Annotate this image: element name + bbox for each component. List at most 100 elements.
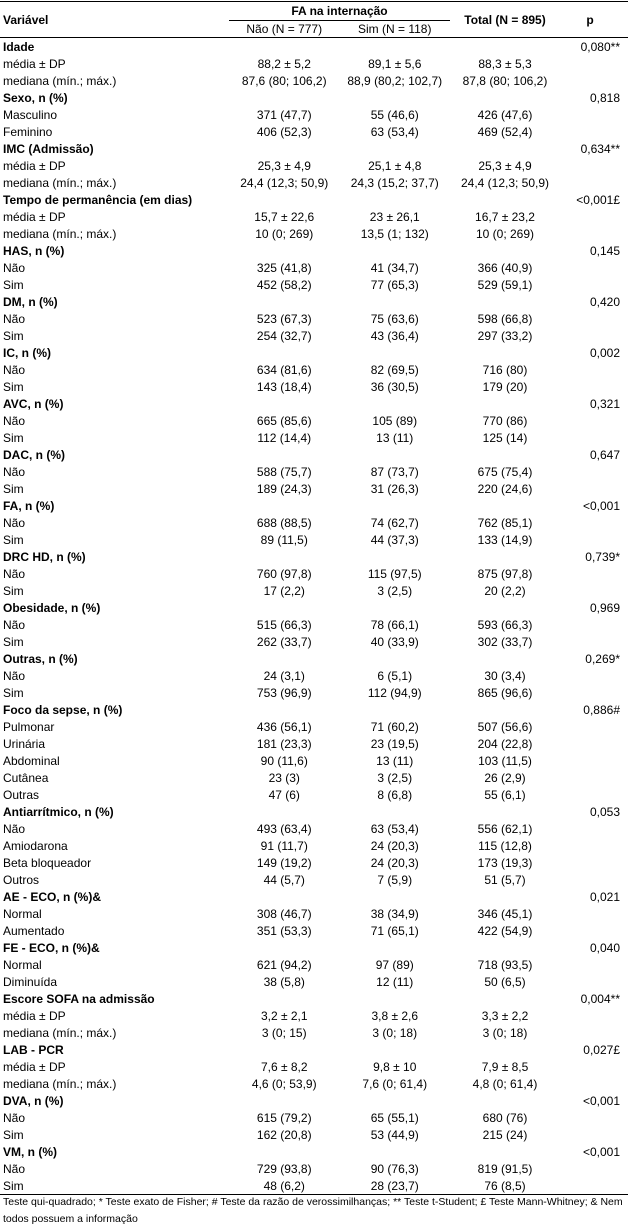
- empty-cell: [340, 446, 451, 463]
- value-total: 24,4 (12,3; 50,9): [460, 175, 550, 190]
- table-row: Feminino 406 (52,3) 63 (53,4) 469 (52,4): [0, 123, 628, 140]
- value-nao: 17 (2,2): [263, 583, 305, 598]
- value-sim: 75 (63,6): [370, 311, 419, 326]
- value-nao: 7,6 ± 8,2: [260, 1059, 308, 1074]
- table-row: Beta bloqueador 149 (19,2) 24 (20,3) 173 (1…: [0, 854, 628, 871]
- row-label: Sim: [3, 481, 24, 496]
- section-row: FA, n (%) <0,001: [0, 497, 628, 514]
- row-label: Sim: [3, 634, 24, 649]
- empty-cell: [450, 38, 560, 56]
- empty-cell: [229, 344, 340, 361]
- empty-cell: [229, 38, 340, 56]
- section-row: HAS, n (%) 0,145: [0, 242, 628, 259]
- section-title: AE - ECO, n (%)&: [3, 889, 101, 904]
- value-sim: 13,5 (1; 132): [360, 226, 429, 241]
- value-nao: 90 (11,6): [260, 753, 308, 768]
- table-row: mediana (mín.; máx.) 4,6 (0; 53,9) 7,6 (0;…: [0, 1075, 628, 1092]
- row-label: Sim: [3, 379, 24, 394]
- empty-cell: [560, 1024, 628, 1041]
- empty-cell: [450, 1041, 560, 1058]
- value-sim: 87 (73,7): [370, 464, 419, 479]
- value-nao: 89 (11,5): [260, 532, 308, 547]
- empty-cell: [560, 1160, 628, 1177]
- empty-cell: [560, 769, 628, 786]
- empty-cell: [560, 327, 628, 344]
- table-row: Sim 89 (11,5) 44 (37,3) 133 (14,9): [0, 531, 628, 548]
- p-value: 0,053: [589, 804, 620, 819]
- value-total: 16,7 ± 23,2: [475, 209, 535, 224]
- value-nao: 688 (88,5): [256, 515, 312, 530]
- value-total: 302 (33,7): [477, 634, 533, 649]
- table-row: Não 325 (41,8) 41 (34,7) 366 (40,9): [0, 259, 628, 276]
- value-sim: 23 (19,5): [370, 736, 419, 751]
- section-row: DAC, n (%) 0,647: [0, 446, 628, 463]
- empty-cell: [450, 990, 560, 1007]
- empty-cell: [340, 1143, 451, 1160]
- value-nao: 588 (75,7): [256, 464, 312, 479]
- empty-cell: [229, 701, 340, 718]
- table-body: Idade 0,080** média ± DP 88,2 ± 5,2 89,1 ± 5…: [0, 38, 628, 1195]
- table-row: média ± DP 88,2 ± 5,2 89,1 ± 5,6 88,3 ± 5,3: [0, 55, 628, 72]
- empty-cell: [229, 242, 340, 259]
- value-sim: 90 (76,3): [370, 1161, 419, 1176]
- value-nao: 371 (47,7): [256, 107, 312, 122]
- empty-cell: [340, 191, 451, 208]
- empty-cell: [560, 531, 628, 548]
- header-p: p: [560, 1, 628, 38]
- value-nao: 38 (5,8): [263, 974, 305, 989]
- empty-cell: [560, 310, 628, 327]
- empty-cell: [229, 939, 340, 956]
- value-sim: 25,1 ± 4,8: [368, 158, 422, 173]
- section-row: IC, n (%) 0,002: [0, 344, 628, 361]
- value-sim: 41 (34,7): [370, 260, 419, 275]
- p-value: <0,001£: [576, 192, 620, 207]
- row-label: Sim: [3, 1127, 24, 1142]
- empty-cell: [450, 939, 560, 956]
- value-sim: 44 (37,3): [370, 532, 419, 547]
- value-total: 26 (2,9): [484, 770, 526, 785]
- p-value: <0,001: [582, 1093, 620, 1108]
- empty-cell: [340, 1041, 451, 1058]
- value-total: 4,8 (0; 61,4): [472, 1076, 538, 1091]
- empty-cell: [340, 89, 451, 106]
- section-row: DRC HD, n (%) 0,739*: [0, 548, 628, 565]
- section-title: VM, n (%): [3, 1144, 57, 1159]
- table-row: Normal 308 (46,7) 38 (34,9) 346 (45,1): [0, 905, 628, 922]
- empty-cell: [560, 1126, 628, 1143]
- empty-cell: [340, 497, 451, 514]
- value-nao: 665 (85,6): [256, 413, 312, 428]
- p-value: 0,969: [589, 600, 620, 615]
- value-sim: 28 (23,7): [339, 1177, 450, 1195]
- section-row: Escore SOFA na admissão 0,004**: [0, 990, 628, 1007]
- row-label: Diminuída: [3, 974, 58, 989]
- row-label: Outros: [3, 872, 40, 887]
- row-label: Sim: [0, 1177, 229, 1195]
- value-nao: 44 (5,7): [263, 872, 305, 887]
- empty-cell: [340, 888, 451, 905]
- p-value: <0,001: [582, 1144, 620, 1159]
- value-nao: 3,2 ± 2,1: [260, 1008, 308, 1023]
- empty-cell: [560, 480, 628, 497]
- empty-cell: [560, 1007, 628, 1024]
- header-row-top: Variável FA na internação Total (N = 895…: [0, 1, 628, 38]
- row-label: Não: [3, 413, 26, 428]
- value-total: 865 (96,6): [477, 685, 533, 700]
- value-sim: 13 (11): [376, 753, 414, 768]
- value-nao: 262 (33,7): [256, 634, 312, 649]
- section-row: Antiarrítmico, n (%) 0,053: [0, 803, 628, 820]
- empty-cell: [229, 446, 340, 463]
- empty-cell: [229, 650, 340, 667]
- table-row: Pulmonar 436 (56,1) 71 (60,2) 507 (56,6): [0, 718, 628, 735]
- row-label: Beta bloqueador: [3, 855, 92, 870]
- row-label: média ± DP: [3, 1008, 66, 1023]
- row-label: Não: [3, 311, 26, 326]
- value-total: 20 (2,2): [484, 583, 526, 598]
- value-nao: 760 (97,8): [256, 566, 312, 581]
- table-row: Sim 254 (32,7) 43 (36,4) 297 (33,2): [0, 327, 628, 344]
- value-total: 55 (6,1): [484, 787, 526, 802]
- empty-cell: [450, 497, 560, 514]
- value-total: 426 (47,6): [477, 107, 533, 122]
- p-value: 0,886#: [583, 702, 620, 717]
- table-row: Sim 48 (6,2) 28 (23,7) 76 (8,5): [0, 1177, 628, 1195]
- section-title: Tempo de permanência (em dias): [3, 192, 193, 207]
